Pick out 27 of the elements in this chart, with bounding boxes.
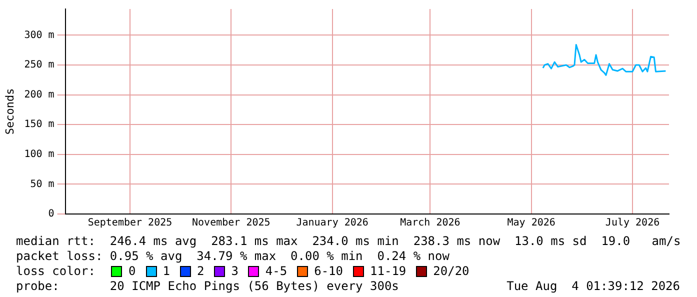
y-tick-label: 150 m — [24, 119, 54, 130]
y-tick-label: 50 m — [30, 178, 54, 190]
x-tick-label: January 2026 — [296, 218, 368, 229]
y-tick-label: 200 m — [24, 89, 54, 100]
y-tick-label: 300 m — [24, 30, 54, 41]
y-tick-label: 0 — [48, 208, 54, 220]
text: Tue Aug 4 01:39:12 2026 — [506, 279, 680, 294]
y-axis-title: Seconds — [3, 88, 16, 135]
text: loss color: — [16, 264, 96, 279]
y-tick-label: 250 m — [24, 60, 54, 71]
text: 20/20 — [433, 264, 470, 279]
text: 4-5 — [265, 264, 288, 279]
x-tick-label: March 2026 — [400, 218, 460, 229]
text: 6-10 — [314, 264, 344, 279]
x-tick-label: July 2026 — [605, 218, 660, 229]
x-tick-label: May 2026 — [507, 218, 556, 229]
y-tick-label: 100 m — [24, 149, 54, 160]
text: 0 — [128, 264, 136, 279]
text: median rtt: 246.4 ms avg 283.1 ms max 234.0 ms min 238.3 ms now 13.0 ms sd 19.0 am/s — [16, 234, 681, 249]
x-tick-label: September 2025 — [88, 218, 172, 229]
text: 1 — [162, 264, 170, 279]
text: 2 — [196, 264, 204, 279]
text: 11-19 — [370, 264, 406, 279]
text: probe: 20 ICMP Echo Pings (56 Bytes) every 300s — [16, 279, 399, 294]
text: packet loss: 0.95 % avg 34.79 % max 0.00 % min 0.24 % now — [16, 249, 450, 264]
x-tick-label: November 2025 — [192, 218, 270, 229]
text: 3 — [231, 264, 238, 279]
